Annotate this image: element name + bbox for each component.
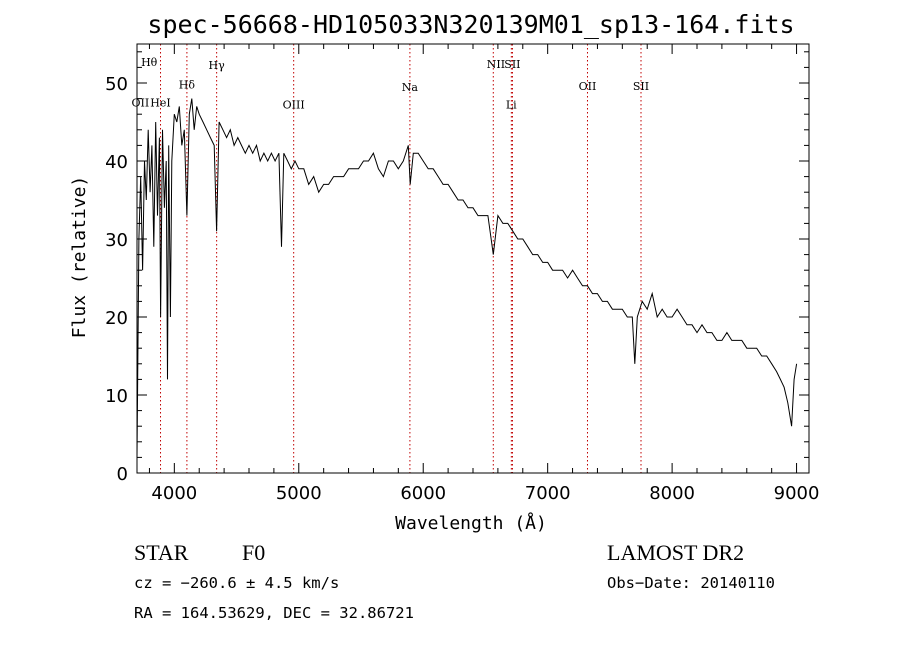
- coordinates-text: RA = 164.53629, DEC = 32.86721: [134, 604, 414, 622]
- line-marker-layer: [160, 44, 642, 473]
- y-tick-label: 40: [105, 152, 128, 173]
- y-axis-label: Flux (relative): [69, 176, 90, 339]
- plot-frame: [136, 43, 810, 474]
- line-label: Hγ: [209, 59, 226, 72]
- y-tick-label: 20: [105, 308, 128, 329]
- x-tick-label: 4000: [151, 483, 197, 504]
- spectrum-svg: spec-56668-HD105033N320139M01_sp13-164.f…: [69, 10, 819, 534]
- line-label: NII: [487, 58, 505, 71]
- line-label: SII: [504, 58, 520, 71]
- line-label: Hθ: [141, 56, 158, 69]
- tick-layer: 4000 5000 6000 7000 8000 9000 0 10 20 30 40 50: [105, 44, 819, 504]
- line-label: OII: [579, 80, 597, 93]
- x-tick-label: 9000: [774, 483, 820, 504]
- x-axis-label: Wavelength (Å): [395, 512, 547, 534]
- subclass-label: F0: [242, 540, 266, 565]
- survey-label: LAMOST DR2: [607, 540, 745, 565]
- line-label: SII: [633, 80, 649, 93]
- x-tick-label: 8000: [649, 483, 695, 504]
- x-tick-label: 7000: [525, 483, 571, 504]
- line-label: Li: [506, 99, 517, 112]
- y-tick-label: 0: [117, 464, 128, 485]
- y-tick-label: 10: [105, 386, 128, 407]
- line-label: HeI: [150, 96, 170, 109]
- line-label: Na: [402, 81, 419, 94]
- chart-title: spec-56668-HD105033N320139M01_sp13-164.f…: [147, 10, 794, 39]
- y-tick-label: 30: [105, 230, 128, 251]
- line-label: Hδ: [179, 79, 196, 92]
- line-label: OIII: [283, 99, 305, 112]
- redshift-text: cz = −260.6 ± 4.5 km/s: [134, 574, 340, 592]
- spectrum-series-line: [136, 98, 798, 458]
- class-label: STAR: [134, 540, 189, 565]
- line-label: OII: [132, 96, 150, 109]
- x-tick-label: 5000: [276, 483, 322, 504]
- obs-date-text: Obs−Date: 20140110: [607, 574, 775, 592]
- x-tick-label: 6000: [400, 483, 446, 504]
- y-tick-label: 50: [105, 74, 128, 95]
